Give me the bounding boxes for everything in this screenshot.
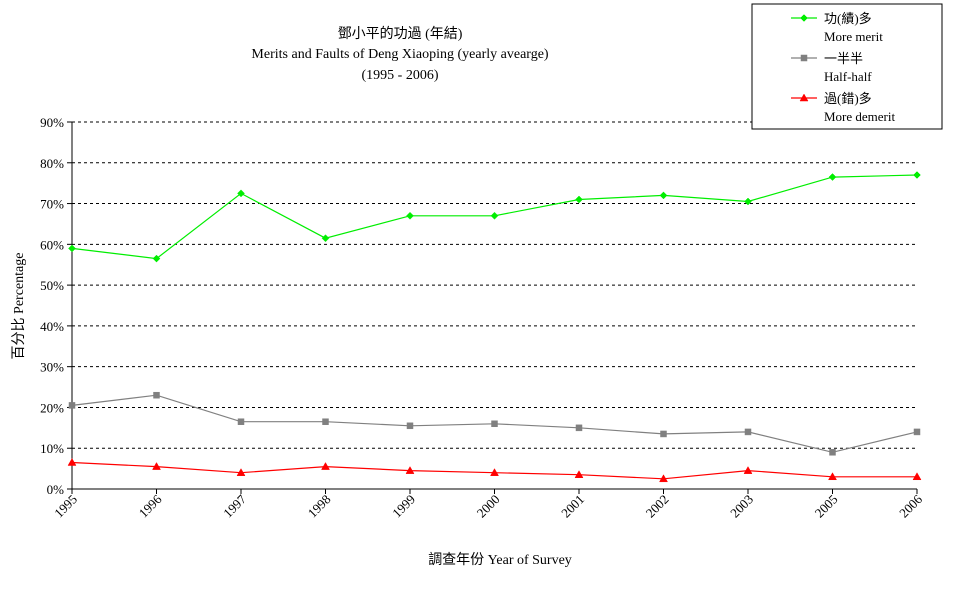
axes — [67, 121, 918, 494]
data-point — [575, 424, 583, 432]
data-point — [236, 468, 246, 476]
y-tick-label: 30% — [40, 360, 64, 375]
legend-entry-2: 一半半 Half-half — [791, 51, 872, 84]
data-point — [744, 428, 752, 436]
x-tick-label: 1999 — [389, 492, 418, 521]
data-point — [406, 422, 414, 430]
data-point — [799, 93, 809, 102]
data-point — [913, 428, 921, 436]
x-tick-labels: 1995 1996 1997 1998 1999 2000 2001 2002 2003 2005… — [51, 491, 925, 520]
legend-label: 一半半 — [824, 51, 863, 66]
data-point — [659, 191, 668, 200]
data-point — [491, 420, 498, 428]
data-point — [828, 173, 837, 181]
y-tick-labels: 0% 10% 20% 30% 40% 50% 60% 70% 80% 90% — [40, 115, 64, 497]
data-point — [800, 54, 808, 62]
legend-label-en: More merit — [824, 29, 883, 44]
legend-label: 過(錯)多 — [824, 91, 872, 106]
x-tick-label: 2001 — [558, 492, 587, 521]
y-tick-label: 20% — [40, 400, 64, 415]
x-axis-label: 調查年份 Year of Survey — [428, 552, 572, 568]
data-point — [405, 466, 415, 474]
y-tick-label: 10% — [40, 441, 64, 456]
data-point — [828, 472, 837, 481]
chart-title: 鄧小平的功過 (年結) Merits and Faults of Deng Xi… — [251, 26, 548, 83]
chart-title-line-3: (1995 - 2006) — [362, 68, 439, 83]
chart-title-line-1: 鄧小平的功過 (年結) — [338, 26, 463, 42]
data-point — [322, 418, 329, 425]
legend-box — [751, 3, 943, 130]
x-tick-label: 2000 — [474, 492, 503, 521]
data-point — [660, 430, 667, 438]
data-point — [574, 470, 584, 478]
data-point — [490, 211, 499, 220]
series — [67, 171, 922, 483]
y-tick-label: 40% — [40, 319, 64, 334]
legend-entry-1: 功(績)多 More merit — [791, 11, 883, 44]
x-tick-label: 1998 — [305, 492, 334, 521]
data-point — [659, 474, 668, 483]
data-point — [912, 472, 922, 481]
x-tick-label: 2005 — [812, 492, 841, 521]
series-3 — [67, 457, 922, 483]
data-point — [152, 254, 161, 263]
data-point — [744, 197, 752, 206]
series-1 — [68, 171, 921, 263]
data-point — [152, 462, 161, 470]
x-tick-label: 2002 — [643, 492, 672, 521]
chart-title-line-2: Merits and Faults of Deng Xiaoping (year… — [251, 47, 548, 62]
y-axis-label: 百分比 Percentage — [11, 253, 27, 360]
data-point — [575, 195, 583, 204]
data-point — [68, 402, 76, 409]
data-point — [800, 14, 808, 22]
y-tick-label: 80% — [40, 156, 64, 171]
data-point — [913, 171, 921, 179]
legend-label-en: More demerit — [824, 109, 896, 124]
data-point — [237, 418, 245, 425]
legend-label-en: Half-half — [824, 69, 872, 84]
y-tick-label: 0% — [47, 482, 65, 497]
x-tick-label: 2003 — [727, 492, 756, 521]
x-tick-label: 1996 — [136, 491, 165, 520]
x-tick-label: 2006 — [896, 491, 925, 520]
data-point — [321, 462, 330, 470]
series-2 — [68, 391, 921, 456]
y-tick-label: 60% — [40, 237, 64, 252]
data-point — [237, 189, 245, 198]
y-tick-label: 50% — [40, 278, 64, 293]
legend: 功(績)多 More merit 一半半 Half-half 過(錯)多 More dem… — [751, 3, 943, 130]
grid-lines — [72, 121, 917, 449]
data-point — [490, 468, 499, 476]
x-tick-label: 1997 — [220, 491, 249, 520]
data-point — [829, 449, 836, 456]
legend-label: 功(績)多 — [824, 11, 872, 26]
data-point — [68, 244, 76, 253]
y-tick-label: 90% — [40, 115, 64, 130]
data-point — [67, 457, 77, 466]
y-tick-label: 70% — [40, 197, 64, 212]
data-point — [153, 391, 160, 399]
legend-entry-3: 過(錯)多 More demerit — [791, 91, 896, 124]
data-point — [406, 211, 414, 220]
data-point — [321, 234, 330, 243]
data-point — [743, 466, 753, 474]
